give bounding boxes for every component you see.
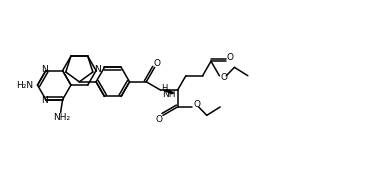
Text: O: O bbox=[193, 100, 200, 109]
Text: H₂N: H₂N bbox=[16, 81, 33, 90]
Text: O: O bbox=[227, 53, 234, 62]
Text: N: N bbox=[94, 65, 100, 74]
Text: N: N bbox=[42, 65, 48, 74]
Text: H: H bbox=[162, 84, 168, 93]
Text: N: N bbox=[42, 96, 48, 105]
Text: O: O bbox=[153, 59, 160, 68]
Text: NH₂: NH₂ bbox=[53, 113, 70, 122]
Text: O: O bbox=[156, 115, 163, 124]
Text: O: O bbox=[221, 73, 228, 82]
Text: NH: NH bbox=[162, 90, 175, 99]
